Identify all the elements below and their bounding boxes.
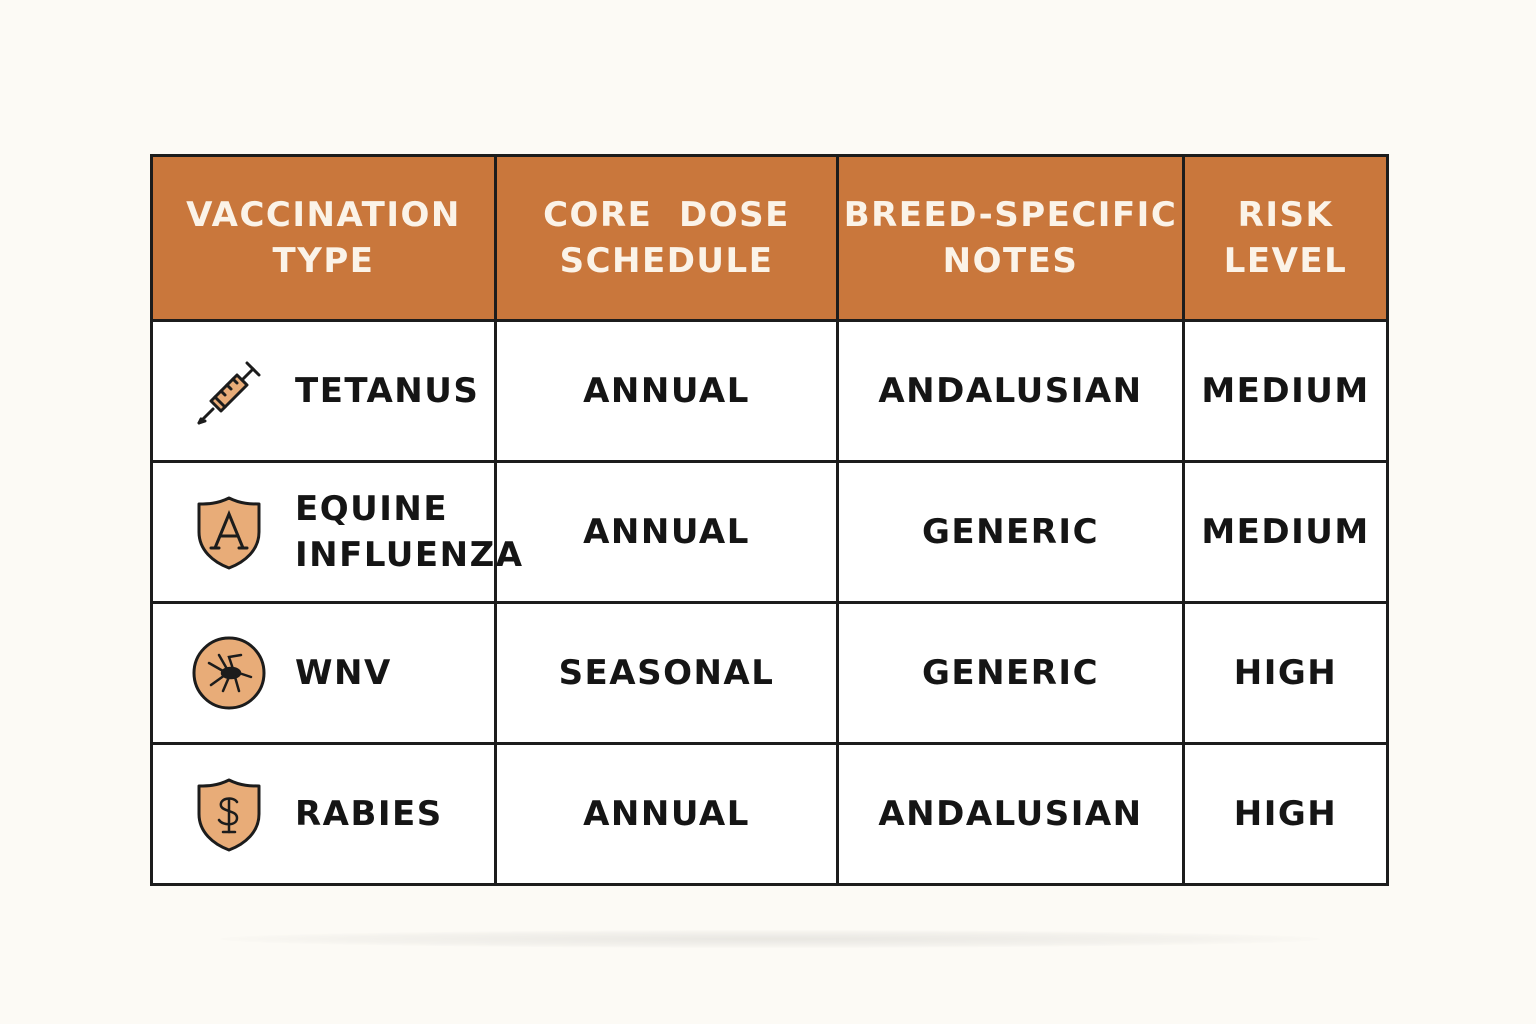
risk-cell: HIGH — [1182, 601, 1389, 745]
shield-rabies-icon — [189, 774, 269, 854]
header-risk-level: RISK LEVEL — [1182, 154, 1389, 322]
header-core-dose-schedule: CORE DOSE SCHEDULE — [494, 154, 839, 322]
mosquito-icon — [189, 633, 269, 713]
notes-cell: GENERIC — [836, 460, 1185, 604]
header-line: SCHEDULE — [559, 241, 774, 281]
header-row: VACCINATION TYPE CORE DOSE SCHEDULE BREE… — [150, 154, 1389, 322]
vaccination-type-label: TETANUS — [295, 368, 479, 414]
vaccination-type-cell: WNV — [150, 601, 497, 745]
schedule-cell: ANNUAL — [494, 460, 839, 604]
label-line: WNV — [295, 653, 392, 693]
header-line: BREED-SPECIFIC — [843, 195, 1178, 235]
vaccination-type-cell: TETANUS — [150, 319, 497, 463]
header-line: NOTES — [942, 241, 1079, 281]
table-row: RABIES ANNUAL ANDALUSIAN HIGH — [150, 742, 1389, 886]
label-line: RABIES — [295, 794, 443, 834]
schedule-cell: SEASONAL — [494, 601, 839, 745]
notes-cell: ANDALUSIAN — [836, 742, 1185, 886]
vaccination-type-label: WNV — [295, 650, 392, 696]
notes-cell: GENERIC — [836, 601, 1185, 745]
label-line: TETANUS — [295, 371, 480, 411]
header-line: LEVEL — [1223, 241, 1348, 281]
schedule-cell: ANNUAL — [494, 742, 839, 886]
header-line: RISK — [1237, 195, 1334, 235]
label-line: INFLUENZA — [295, 535, 524, 575]
risk-cell: MEDIUM — [1182, 319, 1389, 463]
table-row: EQUINE INFLUENZA ANNUAL GENERIC MEDIUM — [150, 460, 1389, 604]
risk-cell: HIGH — [1182, 742, 1389, 886]
label-line: EQUINE — [295, 489, 449, 529]
header-breed-specific-notes: BREED-SPECIFIC NOTES — [836, 154, 1185, 322]
header-line: VACCINATION — [186, 195, 461, 235]
table-row: TETANUS ANNUAL ANDALUSIAN MEDIUM — [150, 319, 1389, 463]
vaccination-type-cell: RABIES — [150, 742, 497, 886]
risk-cell: MEDIUM — [1182, 460, 1389, 604]
notes-cell: ANDALUSIAN — [836, 319, 1185, 463]
table-row: WNV SEASONAL GENERIC HIGH — [150, 601, 1389, 745]
header-line: TYPE — [272, 241, 375, 281]
vaccination-type-label: RABIES — [295, 791, 443, 837]
header-line: CORE DOSE — [543, 195, 790, 235]
vaccination-table: VACCINATION TYPE CORE DOSE SCHEDULE BREE… — [150, 154, 1389, 886]
schedule-cell: ANNUAL — [494, 319, 839, 463]
shield-letter-icon — [189, 492, 269, 572]
header-vaccination-type: VACCINATION TYPE — [150, 154, 497, 322]
vaccination-type-cell: EQUINE INFLUENZA — [150, 460, 522, 604]
table-shadow — [220, 930, 1320, 948]
vaccination-type-label: EQUINE INFLUENZA — [295, 486, 524, 578]
syringe-icon — [189, 351, 269, 431]
